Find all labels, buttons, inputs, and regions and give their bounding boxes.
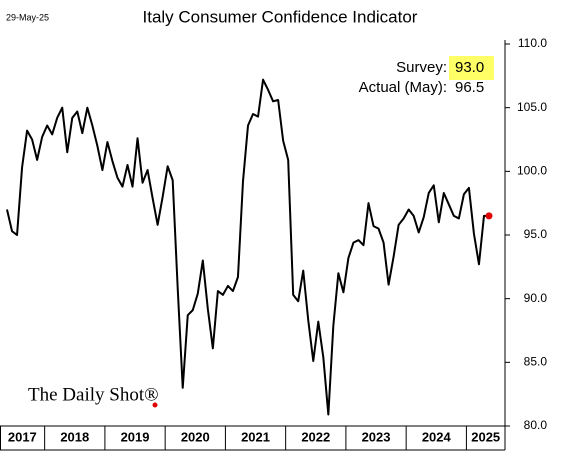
logo-dot [152,402,158,408]
annotation-label: Actual (May): [359,79,447,96]
chart-title: Italy Consumer Confidence Indicator [143,7,418,26]
x-tick-label: 2024 [422,429,452,444]
annotation-label: Survey: [396,59,447,76]
annotation-highlight [449,56,494,80]
y-tick-label: 85.0 [524,355,548,369]
y-tick-label: 90.0 [524,291,548,305]
x-tick-label: 2023 [362,429,391,444]
y-tick-label: 105.0 [517,100,547,114]
annotation-value: 93.0 [455,59,484,76]
y-tick-label: 100.0 [517,164,547,178]
x-tick-label: 2019 [121,429,150,444]
date-label: 29-May-25 [6,12,49,22]
source-logo: The Daily Shot® [28,384,159,405]
last-point [485,212,493,220]
data-line [6,78,489,416]
x-tick-label: 2025 [471,429,500,444]
x-tick-label: 2021 [241,429,270,444]
y-tick-label: 80.0 [524,418,548,432]
y-tick-label: 110.0 [518,36,547,50]
x-tick-label: 2022 [301,429,330,444]
y-tick-label: 95.0 [524,227,548,241]
x-tick-label: 2018 [60,429,89,444]
x-tick-label: 2020 [181,429,210,444]
annotation-value: 96.5 [455,79,484,96]
x-tick-label: 2017 [8,429,37,444]
